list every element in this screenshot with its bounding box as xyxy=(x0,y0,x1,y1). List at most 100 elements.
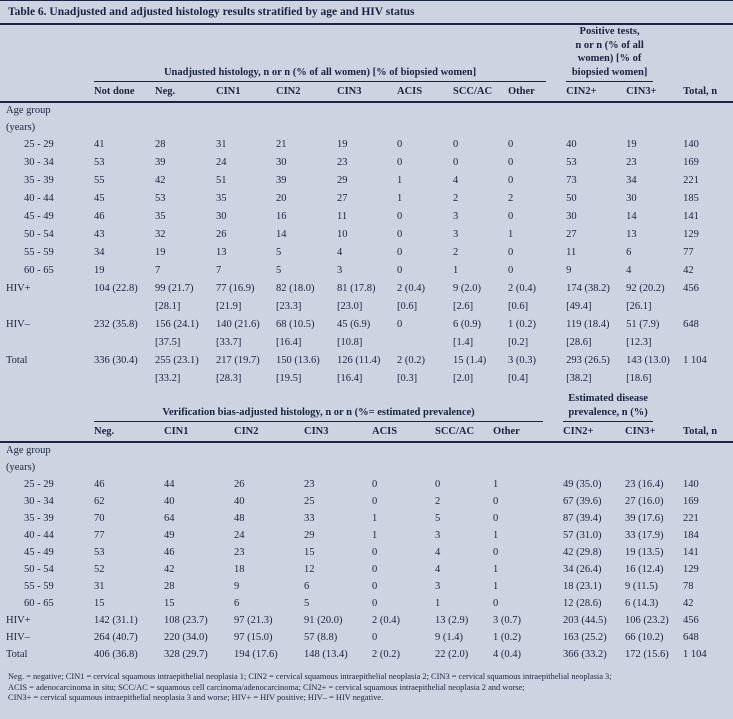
row-label: 50 - 54 xyxy=(24,229,54,240)
data-cell: 29 xyxy=(337,175,348,186)
summary-label-line: Total xyxy=(6,355,28,366)
row-label: HIV– xyxy=(6,632,30,643)
row-label: HIV+ xyxy=(0,280,88,316)
data-cell: 81 (17.8) [23.0] xyxy=(331,280,391,316)
summary-row: Total 336 (30.4) 255 (23.1) [33.2] 217 (19… xyxy=(0,352,733,388)
value-line: 156 (24.1) xyxy=(155,319,199,330)
data-cell: 9 (2.0) [2.6] xyxy=(447,280,502,316)
data-cell: 30 xyxy=(216,211,227,222)
header-spacer xyxy=(0,82,88,102)
data-cell: 3 xyxy=(337,265,343,276)
bracket-line xyxy=(94,370,147,388)
bracket-line: [0.2] xyxy=(508,337,529,348)
value-line: 255 (23.1) xyxy=(155,355,199,366)
age-row: 55 - 59 31 28 9 6 0 3 1 18 (23.1) 9 (11.5) 78 xyxy=(0,578,733,595)
column-header: Total, n xyxy=(683,426,718,437)
data-cell: 34 xyxy=(94,247,105,258)
section-label-line: Age group xyxy=(6,445,51,456)
data-cell: 24 xyxy=(234,530,245,541)
column-header: ACIS xyxy=(397,86,423,97)
bracket-line: [26.1] xyxy=(626,301,652,312)
bracket-line: [28.3] xyxy=(216,373,242,384)
data-cell: 46 xyxy=(94,211,105,222)
row-label: 35 - 39 xyxy=(24,175,54,186)
bracket-line xyxy=(94,334,147,352)
data-cell: 119 (18.4) [28.6] xyxy=(560,316,620,352)
data-cell: 34 xyxy=(626,175,637,186)
data-cell: 0 xyxy=(435,479,441,490)
data-cell: 1 xyxy=(372,513,378,524)
positive-tests-header: Positive tests, n or n (% of all women) [%… xyxy=(566,25,654,82)
data-cell: 148 (13.4) xyxy=(304,649,348,660)
bracket-line: [37.5] xyxy=(155,337,181,348)
data-cell: 169 xyxy=(683,157,699,168)
age-row: 50 - 54 52 42 18 12 0 4 1 34 (26.4) 16 (12.4) 129 xyxy=(0,561,733,578)
data-cell: 0 xyxy=(493,513,499,524)
row-label: Total xyxy=(0,352,88,388)
data-cell: 366 (33.2) xyxy=(563,649,607,660)
value-line: 51 (7.9) xyxy=(626,319,660,330)
data-cell: 39 (17.6) xyxy=(625,513,664,524)
data-cell: 217 (19.7) [28.3] xyxy=(210,352,270,388)
age-row: 60 - 65 15 15 6 5 0 1 0 12 (28.6) 6 (14.3) 42 xyxy=(0,595,733,612)
column-header: CIN3 xyxy=(304,426,329,437)
footnote-line: Neg. = negative; CIN1 = cervical squamou… xyxy=(8,672,612,681)
data-cell: 26 xyxy=(234,479,245,490)
summary-label-line: HIV– xyxy=(6,319,30,330)
data-cell: 31 xyxy=(216,139,227,150)
header-spacer xyxy=(0,422,88,442)
age-row: 35 - 39 70 64 48 33 1 5 0 87 (39.4) 39 (17.6) 221 xyxy=(0,510,733,527)
data-cell: 40 xyxy=(164,496,175,507)
row-label: 60 - 65 xyxy=(24,598,54,609)
age-row: 50 - 54 43 32 26 14 10 0 3 1 27 13 129 xyxy=(0,226,733,244)
data-cell: 40 xyxy=(234,496,245,507)
data-cell: 77 xyxy=(94,530,105,541)
data-cell: 6 xyxy=(234,598,240,609)
data-cell: 50 xyxy=(566,193,577,204)
value-line: 150 (13.6) xyxy=(276,355,320,366)
column-header: Not done xyxy=(94,86,135,97)
column-header: Other xyxy=(508,86,535,97)
data-cell: 26 xyxy=(216,229,227,240)
data-cell: 456 xyxy=(683,615,699,626)
data-cell: 5 xyxy=(276,247,282,258)
age-row: 25 - 29 41 28 31 21 19 0 0 0 40 19 140 xyxy=(0,136,733,154)
data-cell: 23 xyxy=(626,157,637,168)
data-cell: 1 104 xyxy=(683,649,707,660)
header-line: Estimated disease xyxy=(568,393,648,404)
data-cell: 0 xyxy=(397,139,403,150)
data-cell: 4 xyxy=(626,265,632,276)
value-line: 9 (2.0) xyxy=(453,283,481,294)
data-cell: 150 (13.6) [19.5] xyxy=(270,352,331,388)
value-line: 174 (38.2) xyxy=(566,283,610,294)
data-cell: 5 xyxy=(304,598,310,609)
data-cell: 3 xyxy=(435,530,441,541)
data-cell: 23 xyxy=(234,547,245,558)
data-cell: 42 xyxy=(164,564,175,575)
value-line: 2 (0.4) xyxy=(397,283,425,294)
data-cell: 1 (0.2) [0.2] xyxy=(502,316,560,352)
value-line: 81 (17.8) xyxy=(337,283,376,294)
header-spacer xyxy=(0,25,88,82)
data-cell: 34 (26.4) xyxy=(563,564,602,575)
summary-row: HIV+ 142 (31.1) 108 (23.7) 97 (21.3) 91 (20.… xyxy=(0,612,733,629)
data-cell: 1 xyxy=(397,193,403,204)
column-header: CIN2+ xyxy=(566,86,597,97)
data-cell: 328 (29.7) xyxy=(164,649,208,660)
data-cell: 106 (23.2) xyxy=(625,615,669,626)
data-cell: 0 xyxy=(493,547,499,558)
data-cell: 46 xyxy=(94,479,105,490)
data-cell: 185 xyxy=(683,193,699,204)
age-row: 55 - 59 34 19 13 5 4 0 2 0 11 6 77 xyxy=(0,244,733,262)
data-cell: 5 xyxy=(435,513,441,524)
value-line: 3 (0.3) xyxy=(508,355,536,366)
data-cell: 43 xyxy=(94,229,105,240)
data-cell: 42 xyxy=(683,265,694,276)
data-cell: 220 (34.0) xyxy=(164,632,208,643)
data-cell: 141 xyxy=(683,547,699,558)
column-header: CIN3 xyxy=(337,86,362,97)
data-cell: 0 xyxy=(493,598,499,609)
data-cell: 4 xyxy=(435,564,441,575)
data-cell: 27 xyxy=(566,229,577,240)
row-label: HIV– xyxy=(0,316,88,352)
